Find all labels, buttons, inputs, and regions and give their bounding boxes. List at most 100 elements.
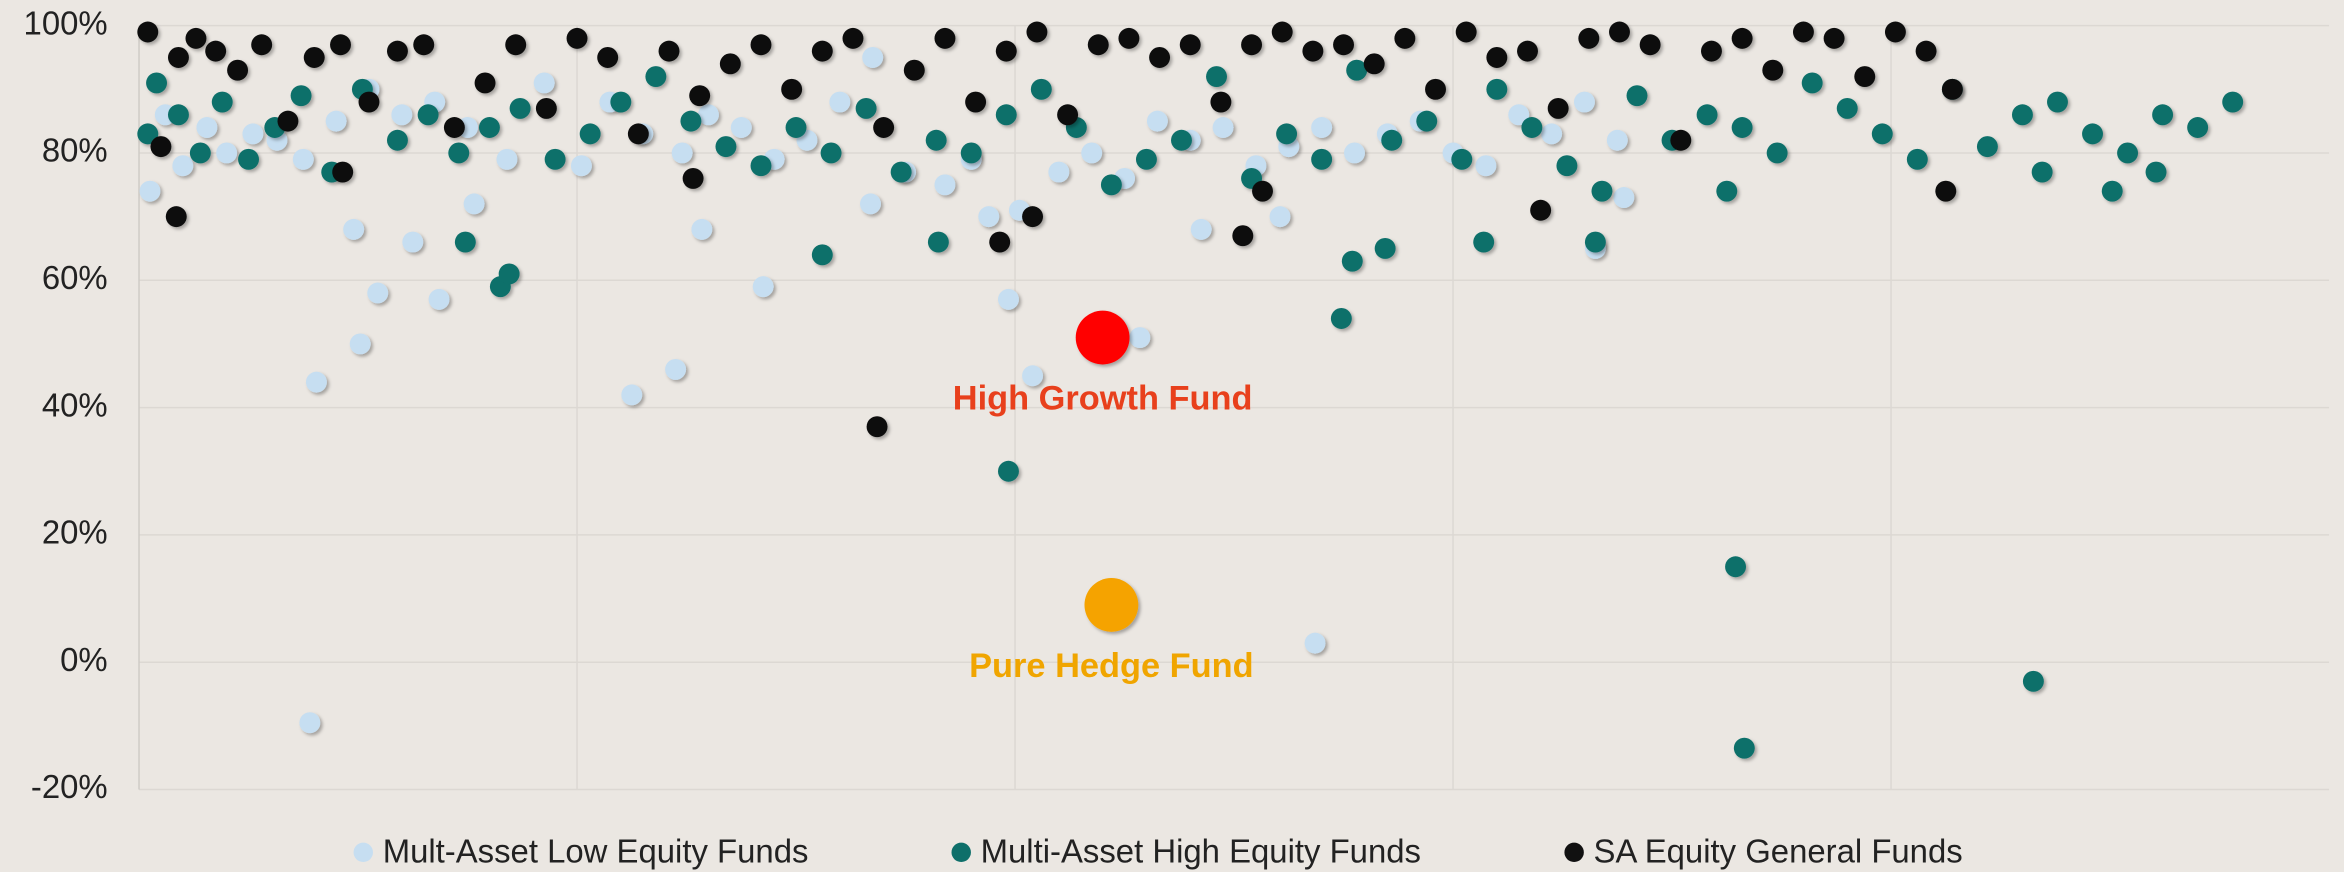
point — [1696, 104, 1718, 126]
point — [691, 218, 713, 240]
point — [730, 117, 752, 138]
point — [1381, 129, 1403, 151]
point — [1129, 327, 1151, 349]
point — [167, 47, 189, 68]
point — [1363, 53, 1385, 75]
point — [680, 110, 702, 132]
point — [1330, 308, 1352, 329]
point — [238, 148, 259, 170]
point — [934, 27, 956, 49]
point — [995, 40, 1017, 62]
point — [1573, 91, 1595, 113]
point — [873, 117, 895, 138]
point — [1311, 148, 1333, 170]
point — [1206, 66, 1227, 88]
point — [1210, 91, 1232, 113]
point — [227, 59, 249, 81]
point — [1146, 110, 1168, 132]
point — [1212, 117, 1234, 138]
legend-marker — [1564, 842, 1584, 863]
point — [137, 21, 159, 43]
point — [1584, 231, 1606, 253]
point — [689, 85, 711, 107]
point — [251, 34, 273, 56]
point — [842, 27, 864, 49]
point — [2117, 142, 2139, 164]
point — [719, 53, 741, 75]
point — [1473, 231, 1495, 253]
point — [165, 206, 187, 228]
legend-label: Mult-Asset Low Equity Funds — [383, 833, 809, 870]
point — [402, 231, 424, 253]
point — [566, 27, 588, 49]
point — [2082, 123, 2103, 145]
point — [1030, 78, 1052, 100]
point — [1556, 155, 1578, 177]
point — [1394, 27, 1416, 49]
point — [1057, 104, 1079, 126]
point — [2047, 91, 2068, 113]
point — [1081, 142, 1103, 164]
point — [1026, 21, 1048, 43]
point — [1517, 40, 1538, 62]
point — [927, 231, 949, 253]
point — [1171, 129, 1192, 151]
point — [1252, 180, 1273, 202]
point — [579, 123, 601, 145]
highlight-label: Pure Hedge Fund — [969, 647, 1254, 685]
point — [811, 40, 833, 62]
point — [621, 384, 643, 406]
point — [866, 416, 888, 438]
point — [2145, 161, 2167, 183]
point — [386, 129, 408, 151]
point — [1670, 129, 1692, 151]
point — [1915, 40, 1937, 62]
point — [1425, 78, 1446, 100]
point — [1241, 34, 1263, 56]
point — [1149, 47, 1171, 68]
point — [544, 148, 566, 170]
point — [750, 155, 772, 177]
point — [934, 174, 956, 196]
point — [1451, 148, 1473, 170]
legend-marker — [353, 842, 373, 863]
point — [448, 142, 470, 164]
point — [978, 206, 1000, 228]
y-tick-label: 40% — [42, 386, 108, 423]
point — [1486, 47, 1508, 68]
highlight-label: High Growth Fund — [953, 379, 1253, 417]
point — [367, 282, 389, 304]
point — [303, 47, 325, 68]
legend: Mult-Asset Low Equity Funds Multi-Asset H… — [353, 833, 1963, 870]
point — [325, 110, 347, 132]
point — [242, 123, 264, 145]
point — [428, 288, 450, 310]
point — [417, 104, 439, 126]
point — [1613, 187, 1635, 208]
point — [1854, 66, 1876, 88]
point — [627, 123, 649, 145]
point — [305, 371, 327, 393]
legend-label: Multi-Asset High Equity Funds — [981, 833, 1421, 870]
point — [862, 47, 884, 68]
point — [443, 117, 465, 138]
point — [1521, 117, 1543, 138]
y-tick-label: 20% — [42, 514, 108, 551]
point — [965, 91, 987, 113]
point — [330, 34, 351, 56]
point — [855, 97, 877, 119]
point — [671, 142, 693, 164]
point — [1836, 97, 1858, 119]
point — [1976, 136, 1998, 158]
point — [1731, 117, 1753, 138]
point — [1801, 72, 1823, 94]
point — [820, 142, 842, 164]
point — [645, 66, 667, 88]
point — [478, 117, 500, 138]
point — [2152, 104, 2174, 126]
point — [1541, 123, 1563, 145]
point — [829, 91, 851, 113]
point — [1578, 27, 1600, 49]
point — [2011, 104, 2033, 126]
point — [1733, 737, 1755, 759]
